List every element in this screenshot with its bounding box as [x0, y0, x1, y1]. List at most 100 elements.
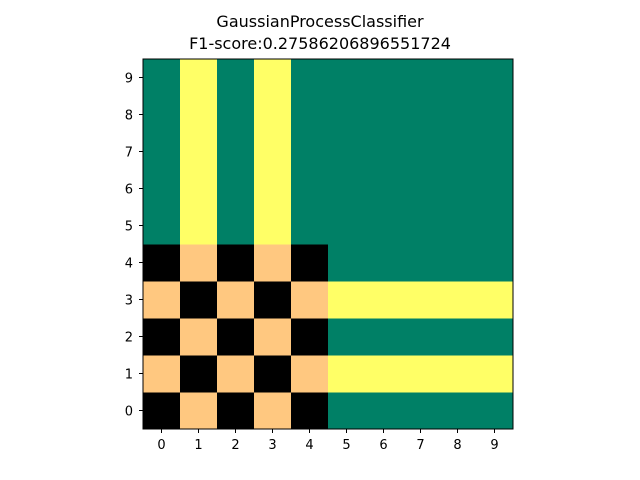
heatmap-cell-6-4 — [291, 170, 329, 208]
heatmap-cell-1-1 — [180, 355, 218, 393]
heatmap-cell-4-2 — [217, 244, 255, 282]
heatmap-cell-1-4 — [291, 355, 329, 393]
heatmap-cell-1-7 — [402, 355, 440, 393]
heatmap-cell-5-2 — [217, 207, 255, 245]
heatmap-cell-8-4 — [291, 96, 329, 134]
heatmap-cell-2-0 — [143, 318, 181, 356]
heatmap-cell-2-7 — [402, 318, 440, 356]
heatmap-cell-5-6 — [365, 207, 403, 245]
heatmap-cell-8-8 — [439, 96, 477, 134]
chart-subtitle: F1-score:0.27586206896551724 — [189, 34, 451, 53]
heatmap-cell-7-6 — [365, 133, 403, 171]
heatmap-cell-1-3 — [254, 355, 292, 393]
y-tick-label: 1 — [125, 368, 133, 383]
heatmap-cell-8-6 — [365, 96, 403, 134]
heatmap-cell-6-7 — [402, 170, 440, 208]
heatmap-cell-1-8 — [439, 355, 477, 393]
heatmap-cell-3-6 — [365, 281, 403, 319]
x-tick-label: 0 — [157, 438, 165, 453]
x-tick-label: 2 — [231, 438, 239, 453]
x-tick-label: 6 — [379, 438, 387, 453]
heatmap-cell-0-4 — [291, 392, 329, 430]
heatmap-cell-0-7 — [402, 392, 440, 430]
heatmap-cell-3-8 — [439, 281, 477, 319]
heatmap-cell-9-4 — [291, 59, 329, 97]
heatmap-cell-8-7 — [402, 96, 440, 134]
heatmap-cell-4-8 — [439, 244, 477, 282]
heatmap-cell-8-5 — [328, 96, 366, 134]
heatmap-cell-4-3 — [254, 244, 292, 282]
heatmap-cell-6-8 — [439, 170, 477, 208]
heatmap-cell-4-7 — [402, 244, 440, 282]
y-tick-label: 0 — [125, 405, 133, 420]
heatmap-cell-5-7 — [402, 207, 440, 245]
heatmap-cell-7-9 — [476, 133, 514, 171]
heatmap-cell-1-2 — [217, 355, 255, 393]
heatmap-cell-8-1 — [180, 96, 218, 134]
heatmap-cell-2-5 — [328, 318, 366, 356]
y-tick-label: 3 — [125, 294, 133, 309]
heatmap-cell-6-3 — [254, 170, 292, 208]
x-axis: 0 1 2 3 4 5 6 7 8 9 — [157, 429, 499, 453]
x-tick-label: 5 — [342, 438, 350, 453]
heatmap-cell-3-2 — [217, 281, 255, 319]
heatmap-cell-2-2 — [217, 318, 255, 356]
heatmap-cell-4-9 — [476, 244, 514, 282]
y-tick-label: 9 — [125, 72, 133, 87]
heatmap-cell-6-0 — [143, 170, 181, 208]
x-tick-label: 7 — [416, 438, 424, 453]
heatmap-cell-2-9 — [476, 318, 514, 356]
y-tick-label: 2 — [125, 331, 133, 346]
heatmap-cell-8-9 — [476, 96, 514, 134]
heatmap-cell-5-1 — [180, 207, 218, 245]
heatmap-cell-5-9 — [476, 207, 514, 245]
heatmap-cell-4-0 — [143, 244, 181, 282]
heatmap-cell-9-5 — [328, 59, 366, 97]
heatmap-cell-4-5 — [328, 244, 366, 282]
heatmap-cell-6-6 — [365, 170, 403, 208]
heatmap-cell-1-0 — [143, 355, 181, 393]
heatmap-cell-8-3 — [254, 96, 292, 134]
heatmap-cell-3-0 — [143, 281, 181, 319]
heatmap-cell-7-3 — [254, 133, 292, 171]
heatmap-cell-3-1 — [180, 281, 218, 319]
heatmap-cell-9-9 — [476, 59, 514, 97]
heatmap-cell-2-1 — [180, 318, 218, 356]
heatmap-cell-7-2 — [217, 133, 255, 171]
heatmap-cell-6-9 — [476, 170, 514, 208]
heatmap-cell-7-0 — [143, 133, 181, 171]
heatmap-cell-3-4 — [291, 281, 329, 319]
x-tick-label: 4 — [305, 438, 313, 453]
heatmap-cell-0-9 — [476, 392, 514, 430]
x-tick-label: 3 — [268, 438, 276, 453]
heatmap-cell-0-6 — [365, 392, 403, 430]
heatmap-cell-6-2 — [217, 170, 255, 208]
heatmap-cell-5-4 — [291, 207, 329, 245]
heatmap-cell-5-8 — [439, 207, 477, 245]
plot-frame — [142, 58, 514, 430]
chart-title: GaussianProcessClassifier — [216, 12, 424, 31]
heatmap-cell-3-5 — [328, 281, 366, 319]
y-tick-label: 4 — [125, 257, 133, 272]
heatmap-cell-1-9 — [476, 355, 514, 393]
heatmap-cell-2-4 — [291, 318, 329, 356]
heatmap-cell-9-7 — [402, 59, 440, 97]
heatmap-cell-0-3 — [254, 392, 292, 430]
heatmap-cell-0-8 — [439, 392, 477, 430]
heatmap-cell-3-9 — [476, 281, 514, 319]
heatmap-cell-2-8 — [439, 318, 477, 356]
heatmap-cell-7-5 — [328, 133, 366, 171]
heatmap-cell-0-5 — [328, 392, 366, 430]
y-tick-label: 5 — [125, 220, 133, 235]
heatmap-cell-0-2 — [217, 392, 255, 430]
heatmap-cell-6-1 — [180, 170, 218, 208]
heatmap-cell-9-1 — [180, 59, 218, 97]
heatmap-cell-9-0 — [143, 59, 181, 97]
y-axis: 0 1 2 3 4 5 6 7 8 9 — [125, 72, 143, 420]
heatmap-cell-5-5 — [328, 207, 366, 245]
heatmap-cell-2-3 — [254, 318, 292, 356]
heatmap-cells — [143, 59, 514, 430]
heatmap-cell-4-1 — [180, 244, 218, 282]
heatmap-cell-3-7 — [402, 281, 440, 319]
